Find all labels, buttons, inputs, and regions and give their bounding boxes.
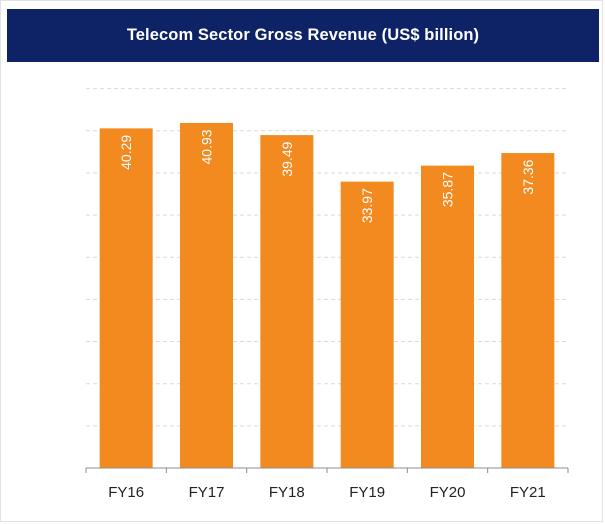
x-tick-label-fy16: FY16 — [108, 484, 144, 501]
x-tick-label-fy20: FY20 — [430, 484, 466, 501]
x-tick-label-fy19: FY19 — [349, 484, 385, 501]
value-label-fy19: 33.97 — [359, 188, 375, 223]
bar-fy18 — [260, 135, 314, 468]
bar-fy19 — [340, 181, 394, 468]
x-tick-label-fy17: FY17 — [189, 484, 225, 501]
value-label-fy20: 35.87 — [440, 172, 456, 207]
x-axis: FY16 FY17 FY18 FY19 FY20 FY21 — [85, 467, 569, 501]
bar-fy20 — [421, 165, 474, 468]
x-tick-label-fy18: FY18 — [269, 484, 305, 501]
chart-title: Telecom Sector Gross Revenue (US$ billio… — [126, 26, 480, 44]
gridlines — [86, 88, 568, 427]
bar-fy16 — [99, 128, 153, 469]
value-label-fy17: 40.93 — [199, 129, 215, 164]
value-label-fy16: 40.29 — [118, 135, 134, 170]
value-label-fy21: 37.36 — [520, 159, 536, 194]
value-label-fy18: 39.49 — [279, 141, 295, 176]
bar-fy17 — [180, 122, 233, 469]
data-labels: 40.29 40.93 39.49 33.97 35.87 37.36 — [118, 129, 536, 223]
bar-fy21 — [501, 153, 555, 468]
x-tick-label-fy21: FY21 — [510, 484, 546, 501]
bars — [99, 122, 555, 469]
chart-header: Telecom Sector Gross Revenue (US$ billio… — [7, 9, 599, 62]
